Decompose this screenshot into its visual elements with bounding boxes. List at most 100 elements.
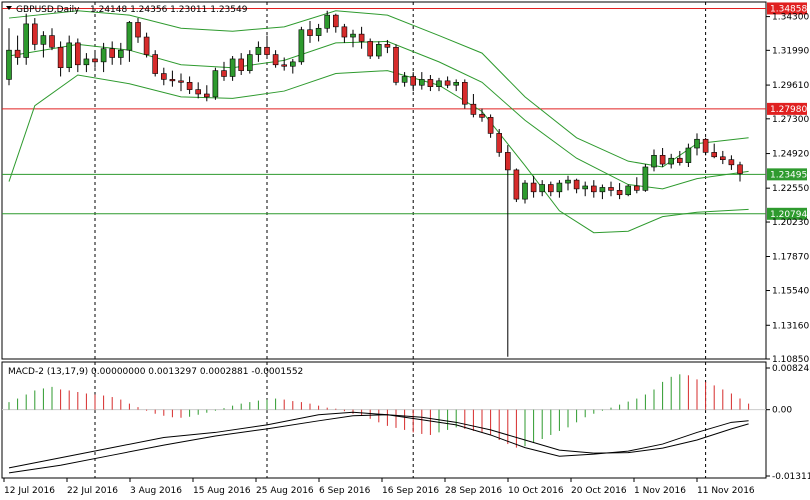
- price-tick-label: 1.27300: [772, 115, 809, 125]
- candle-body[interactable]: [513, 169, 520, 200]
- candle-body[interactable]: [668, 157, 675, 165]
- candle-body[interactable]: [625, 185, 632, 196]
- candle-body[interactable]: [23, 23, 30, 58]
- candle-body[interactable]: [247, 54, 253, 71]
- candle-body[interactable]: [401, 76, 408, 83]
- candle-body[interactable]: [100, 48, 107, 63]
- candle-body[interactable]: [118, 49, 124, 58]
- candle-body[interactable]: [195, 89, 201, 95]
- candle-body[interactable]: [737, 164, 743, 174]
- candle-body[interactable]: [40, 35, 47, 45]
- candle-body[interactable]: [539, 184, 546, 193]
- candle-body[interactable]: [186, 82, 193, 90]
- candle-body[interactable]: [358, 33, 365, 42]
- candle-body[interactable]: [608, 187, 614, 191]
- candle-body[interactable]: [711, 152, 718, 158]
- candle-body[interactable]: [135, 22, 141, 38]
- candle-body[interactable]: [281, 64, 288, 67]
- candle-body[interactable]: [229, 58, 236, 77]
- candle-body[interactable]: [659, 155, 666, 165]
- candle-body[interactable]: [66, 42, 72, 69]
- candle-body[interactable]: [298, 29, 305, 63]
- candle-body[interactable]: [651, 155, 657, 168]
- candle-body[interactable]: [367, 41, 374, 57]
- candle-body[interactable]: [410, 76, 417, 86]
- candle-body[interactable]: [633, 185, 640, 191]
- candle-body[interactable]: [418, 79, 425, 86]
- candle-body[interactable]: [522, 182, 528, 200]
- candle-body[interactable]: [573, 179, 580, 190]
- candle-body[interactable]: [461, 82, 468, 105]
- candle-body[interactable]: [599, 187, 606, 193]
- candle-body[interactable]: [444, 80, 451, 86]
- candle-body[interactable]: [436, 80, 442, 87]
- candle-body[interactable]: [685, 147, 692, 163]
- candle-body[interactable]: [470, 103, 477, 115]
- candle-body[interactable]: [350, 33, 356, 38]
- candle-body[interactable]: [642, 166, 649, 191]
- date-tick-label: 16 Sep 2016: [382, 486, 439, 496]
- candle-body[interactable]: [384, 44, 391, 48]
- macd-subwindow-frame[interactable]: [1, 361, 767, 479]
- candle-body[interactable]: [57, 46, 64, 69]
- candle-body[interactable]: [255, 46, 262, 55]
- candle-body[interactable]: [109, 48, 115, 58]
- price-tick-label: 1.17870: [772, 252, 809, 262]
- candle-body[interactable]: [315, 27, 322, 36]
- candle-body[interactable]: [126, 22, 133, 51]
- candle-body[interactable]: [427, 79, 434, 87]
- candle-body[interactable]: [289, 61, 296, 67]
- candle-body[interactable]: [92, 58, 98, 63]
- candle-body[interactable]: [728, 159, 735, 166]
- candle-body[interactable]: [479, 114, 485, 118]
- candle-body[interactable]: [161, 73, 167, 80]
- price-tick-label: 1.15540: [772, 287, 809, 297]
- candle-body[interactable]: [341, 26, 348, 38]
- main-chart-frame[interactable]: [1, 1, 767, 360]
- candle-body[interactable]: [530, 182, 537, 193]
- candle-body[interactable]: [143, 36, 150, 55]
- price-tick-label: 1.34300: [772, 13, 809, 23]
- candle-body[interactable]: [556, 182, 563, 193]
- candle-body[interactable]: [393, 46, 399, 83]
- candle-body[interactable]: [221, 70, 227, 77]
- candle-body[interactable]: [702, 138, 709, 153]
- candle-body[interactable]: [178, 80, 184, 83]
- candle-body[interactable]: [375, 44, 382, 57]
- candle-body[interactable]: [6, 49, 12, 80]
- level-price-tag: [767, 2, 807, 15]
- candle-body[interactable]: [676, 157, 683, 163]
- candle-body[interactable]: [264, 46, 270, 55]
- candle-body[interactable]: [453, 82, 460, 86]
- candle-body[interactable]: [487, 117, 494, 134]
- candle-body[interactable]: [83, 58, 90, 66]
- candle-body[interactable]: [332, 14, 339, 28]
- candle-body[interactable]: [75, 42, 81, 66]
- collapse-triangle-icon[interactable]: [6, 6, 12, 10]
- candle-body[interactable]: [212, 70, 219, 98]
- candle-body[interactable]: [31, 23, 38, 45]
- candle-body[interactable]: [324, 14, 331, 29]
- candle-body[interactable]: [565, 179, 571, 184]
- candle-body[interactable]: [496, 133, 503, 153]
- candle-body[interactable]: [582, 185, 589, 190]
- candle-body[interactable]: [590, 185, 597, 193]
- candle-body[interactable]: [616, 190, 623, 196]
- candle-body[interactable]: [272, 54, 279, 66]
- candle-body[interactable]: [504, 152, 511, 171]
- candle-body[interactable]: [694, 138, 700, 149]
- date-tick-label: 6 Sep 2016: [319, 486, 371, 496]
- candle-body[interactable]: [14, 49, 21, 58]
- candle-body[interactable]: [49, 35, 55, 48]
- date-tick-label: 10 Oct 2016: [508, 486, 564, 496]
- candle-body[interactable]: [204, 93, 210, 98]
- candle-body[interactable]: [152, 54, 158, 74]
- candle-body[interactable]: [307, 29, 313, 36]
- date-tick-label: 20 Oct 2016: [571, 486, 627, 496]
- candle-body[interactable]: [238, 58, 244, 71]
- level-price-label: 1.34858: [770, 4, 807, 14]
- candle-body[interactable]: [547, 184, 554, 193]
- candle-body[interactable]: [169, 79, 176, 82]
- candle-body[interactable]: [719, 156, 726, 160]
